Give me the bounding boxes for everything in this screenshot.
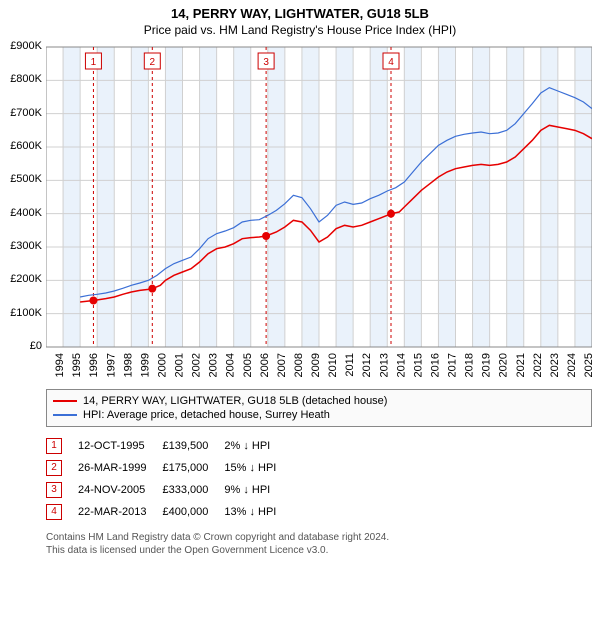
svg-text:2009: 2009 [310,353,322,377]
svg-text:2004: 2004 [225,353,237,377]
event-number-box: 2 [46,460,62,476]
legend-swatch-property [53,400,77,402]
legend-swatch-hpi [53,414,77,416]
event-diff: 15% ↓ HPI [224,457,292,479]
svg-text:2007: 2007 [276,353,288,377]
line-chart: 1 2 3 4 1993 1994 1995 1996 1997 1998 1999 2000 2001… [46,43,592,383]
event-row: 1 12-OCT-1995£139,5002% ↓ HPI [46,435,292,457]
svg-text:2023: 2023 [549,353,561,377]
svg-text:1: 1 [91,57,97,68]
y-axis-label: £700K [10,107,42,119]
event-number-box: 3 [46,482,62,498]
y-axis-label: £200K [10,273,42,285]
svg-text:1995: 1995 [71,353,83,377]
chart-title: 14, PERRY WAY, LIGHTWATER, GU18 5LB [0,0,600,21]
event-price: £175,000 [162,457,224,479]
svg-text:1996: 1996 [88,353,100,377]
svg-text:2006: 2006 [259,353,271,377]
legend-item: HPI: Average price, detached house, Surr… [53,408,585,422]
svg-text:2021: 2021 [515,353,527,377]
event-date: 22-MAR-2013 [78,501,162,523]
event-diff: 13% ↓ HPI [224,501,292,523]
y-axis-label: £0 [30,340,42,352]
y-axis-label: £800K [10,73,42,85]
svg-text:2012: 2012 [361,353,373,377]
footer-line: This data is licensed under the Open Gov… [46,544,592,557]
y-axis-label: £300K [10,240,42,252]
svg-text:3: 3 [263,57,269,68]
svg-text:2005: 2005 [242,353,254,377]
legend-label: HPI: Average price, detached house, Surr… [83,409,330,421]
svg-text:2003: 2003 [208,353,220,377]
svg-text:1999: 1999 [139,353,151,377]
event-row: 2 26-MAR-1999£175,00015% ↓ HPI [46,457,292,479]
event-price: £139,500 [162,435,224,457]
event-number-box: 1 [46,438,62,454]
attribution: Contains HM Land Registry data © Crown c… [46,531,592,557]
svg-text:1997: 1997 [105,353,117,377]
svg-text:2019: 2019 [481,353,493,377]
svg-text:2014: 2014 [395,353,407,377]
svg-text:2016: 2016 [429,353,441,377]
legend-label: 14, PERRY WAY, LIGHTWATER, GU18 5LB (det… [83,395,387,407]
y-axis-label: £900K [10,40,42,52]
legend-item: 14, PERRY WAY, LIGHTWATER, GU18 5LB (det… [53,394,585,408]
y-axis-label: £100K [10,307,42,319]
event-date: 12-OCT-1995 [78,435,162,457]
event-number-box: 4 [46,504,62,520]
svg-text:1993: 1993 [46,353,49,377]
y-axis-label: £500K [10,173,42,185]
svg-text:2020: 2020 [498,353,510,377]
svg-text:2: 2 [150,57,156,68]
chart-subtitle: Price paid vs. HM Land Registry's House … [0,21,600,43]
event-row: 4 22-MAR-2013£400,00013% ↓ HPI [46,501,292,523]
chart-container: 14, PERRY WAY, LIGHTWATER, GU18 5LB Pric… [0,0,600,557]
legend: 14, PERRY WAY, LIGHTWATER, GU18 5LB (det… [46,389,592,427]
svg-text:2011: 2011 [344,353,356,377]
svg-text:2015: 2015 [412,353,424,377]
svg-text:1994: 1994 [54,353,66,377]
svg-text:2000: 2000 [156,353,168,377]
event-diff: 2% ↓ HPI [224,435,292,457]
svg-text:2022: 2022 [532,353,544,377]
svg-text:4: 4 [388,57,394,68]
y-axis-label: £400K [10,207,42,219]
svg-text:2017: 2017 [447,353,459,377]
svg-text:2024: 2024 [566,353,578,377]
event-diff: 9% ↓ HPI [224,479,292,501]
event-row: 3 24-NOV-2005£333,0009% ↓ HPI [46,479,292,501]
svg-text:2010: 2010 [327,353,339,377]
svg-text:2008: 2008 [293,353,305,377]
event-price: £400,000 [162,501,224,523]
footer-line: Contains HM Land Registry data © Crown c… [46,531,592,544]
event-date: 26-MAR-1999 [78,457,162,479]
svg-text:1998: 1998 [122,353,134,377]
svg-text:2001: 2001 [174,353,186,377]
event-date: 24-NOV-2005 [78,479,162,501]
svg-text:2002: 2002 [191,353,203,377]
svg-text:2013: 2013 [378,353,390,377]
events-table: 1 12-OCT-1995£139,5002% ↓ HPI 2 26-MAR-1999… [46,435,592,523]
chart-area: 1 2 3 4 1993 1994 1995 1996 1997 1998 1999 2000 2001… [46,43,592,383]
y-axis-label: £600K [10,140,42,152]
svg-text:2018: 2018 [464,353,476,377]
event-price: £333,000 [162,479,224,501]
svg-text:2025: 2025 [583,353,592,377]
